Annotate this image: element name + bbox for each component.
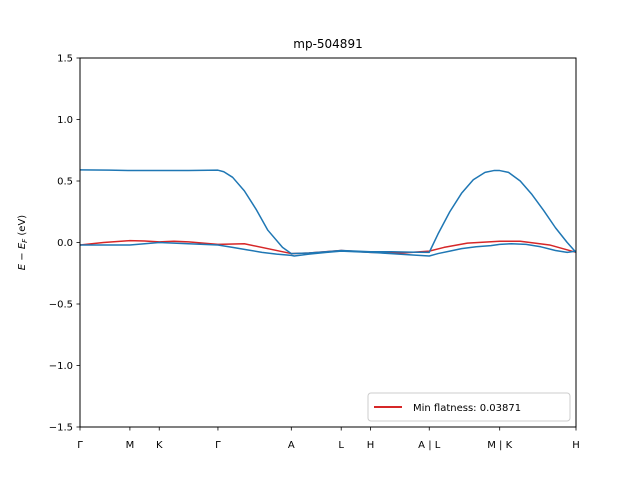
y-tick-label: 1.0: [57, 115, 73, 126]
x-axis: Γ M K Γ A L H A | L M | K H: [77, 427, 580, 451]
y-tick-label: −1.5: [49, 423, 73, 434]
y-tick-label: 1.5: [57, 54, 73, 65]
y-tick-label: 0.0: [57, 238, 73, 249]
legend-entry: Min flatness: 0.03871: [413, 403, 521, 414]
y-tick-label: 0.5: [57, 177, 73, 188]
y-tick-label: −0.5: [49, 300, 73, 311]
band-line-2: [79, 169, 577, 255]
y-axis: 1.5 1.0 0.5 0.0 −0.5 −1.0 −1.5: [49, 54, 80, 434]
x-tick-label: H: [367, 440, 375, 451]
x-tick-label: H: [572, 440, 580, 451]
x-tick-label: L: [338, 440, 344, 451]
series-layer: [79, 169, 577, 257]
x-tick-label: M: [126, 440, 135, 451]
y-tick-label: −1.0: [49, 361, 73, 372]
x-tick-label: Γ: [77, 440, 83, 451]
x-tick-label: A | L: [418, 440, 441, 451]
legend-box: [367, 392, 571, 422]
y-axis-label: E − EF (eV): [17, 215, 29, 271]
chart-title: mp-504891: [293, 37, 362, 51]
x-tick-label: M | K: [487, 440, 512, 451]
legend: Min flatness: 0.03871: [367, 392, 571, 422]
x-tick-label: A: [288, 440, 295, 451]
x-tick-label: Γ: [215, 440, 221, 451]
x-tick-label: K: [156, 440, 163, 451]
plot-area: [79, 57, 577, 428]
